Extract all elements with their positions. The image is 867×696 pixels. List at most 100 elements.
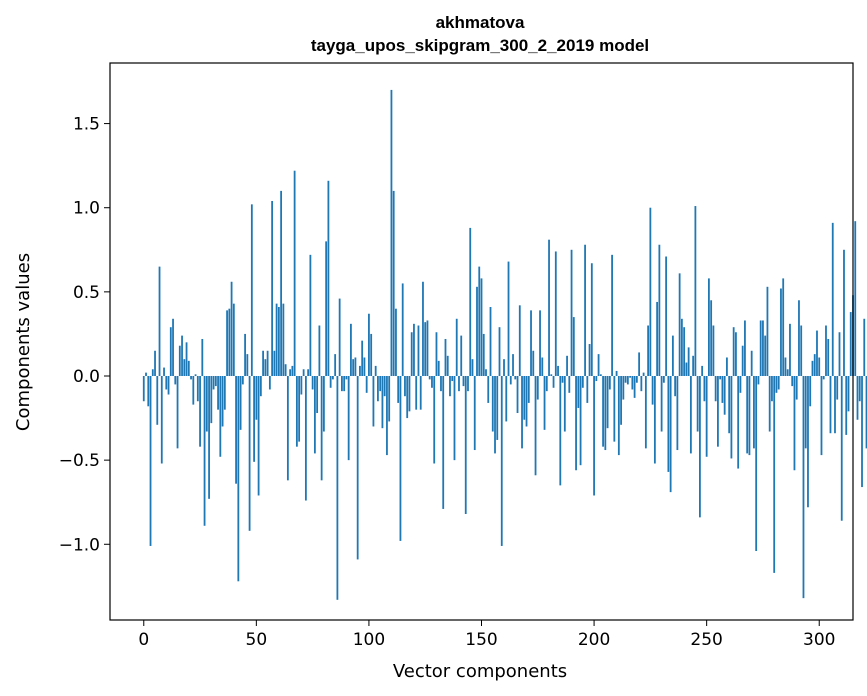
- bar: [172, 318, 174, 376]
- bar: [201, 338, 204, 376]
- bar: [217, 376, 219, 410]
- bar: [854, 221, 857, 376]
- x-tick-label: 50: [246, 630, 268, 650]
- bar: [284, 364, 287, 376]
- bar: [726, 357, 728, 376]
- bar: [559, 376, 562, 486]
- y-tick-label: −0.5: [59, 451, 100, 471]
- bar: [453, 376, 456, 461]
- bar: [223, 376, 226, 410]
- bar: [771, 376, 773, 402]
- bar: [304, 376, 307, 501]
- bar: [174, 376, 177, 385]
- bar: [795, 376, 798, 400]
- bar: [334, 354, 337, 376]
- bar: [417, 325, 420, 376]
- bar: [811, 360, 814, 376]
- bar: [444, 338, 447, 376]
- bar: [683, 327, 686, 376]
- bar: [341, 376, 343, 392]
- bar: [521, 376, 523, 449]
- bar: [647, 325, 650, 376]
- bar: [320, 376, 323, 481]
- bar: [530, 310, 532, 376]
- bar: [377, 376, 379, 402]
- bar: [255, 376, 258, 420]
- bar: [735, 332, 737, 376]
- bar: [620, 376, 622, 425]
- bar: [264, 359, 267, 376]
- bar: [665, 256, 668, 376]
- bar: [228, 308, 231, 376]
- bar: [631, 376, 634, 390]
- bar: [419, 376, 422, 410]
- bar: [541, 357, 544, 376]
- y-tick-label: 0.5: [73, 283, 100, 303]
- bar: [548, 239, 550, 376]
- bar: [834, 376, 836, 434]
- bar: [689, 376, 692, 454]
- bar: [816, 330, 818, 376]
- bar: [178, 345, 181, 376]
- bar: [660, 376, 663, 432]
- bar: [169, 327, 172, 376]
- bar: [413, 323, 415, 376]
- bar: [194, 374, 197, 376]
- bar: [433, 376, 436, 464]
- bar: [831, 222, 834, 376]
- bar: [214, 376, 217, 387]
- bar: [748, 376, 751, 456]
- bar: [354, 357, 357, 376]
- bar: [798, 300, 800, 376]
- bar: [606, 376, 609, 429]
- bar: [714, 376, 717, 402]
- bar: [649, 207, 652, 376]
- bar: [712, 325, 715, 376]
- bar: [516, 376, 519, 414]
- bar: [440, 376, 442, 392]
- bar: [608, 376, 611, 390]
- bar: [703, 376, 706, 402]
- bar: [442, 376, 445, 509]
- bar: [386, 376, 388, 456]
- bar: [266, 350, 269, 376]
- bar: [741, 345, 744, 376]
- bar: [199, 376, 201, 447]
- bar: [572, 317, 575, 376]
- bar: [293, 170, 296, 376]
- bar: [205, 376, 208, 432]
- bar: [644, 376, 647, 449]
- bar: [708, 278, 710, 376]
- bar: [196, 376, 199, 402]
- bar: [678, 273, 681, 376]
- bar: [699, 376, 701, 518]
- bar: [203, 376, 206, 526]
- bar: [392, 190, 395, 376]
- bar: [165, 376, 168, 390]
- bar: [611, 254, 613, 376]
- bar: [807, 376, 809, 508]
- bar: [777, 376, 780, 390]
- bar: [739, 376, 742, 393]
- bar: [717, 376, 719, 447]
- bar: [232, 303, 235, 376]
- bar: [426, 320, 429, 376]
- bar: [359, 365, 361, 376]
- bar: [498, 327, 501, 376]
- bar: [532, 350, 535, 376]
- bar: [539, 310, 541, 376]
- bar: [347, 376, 350, 461]
- bar: [282, 303, 285, 376]
- bar: [408, 376, 411, 412]
- bar: [431, 376, 433, 388]
- bar: [590, 263, 593, 376]
- x-axis-label: Vector components: [393, 661, 567, 682]
- bar: [730, 376, 733, 459]
- bar: [766, 286, 769, 376]
- bar: [604, 376, 607, 451]
- bar: [397, 376, 400, 403]
- bar: [768, 376, 771, 432]
- bar: [527, 376, 530, 403]
- bar: [471, 359, 474, 376]
- bar: [566, 355, 568, 376]
